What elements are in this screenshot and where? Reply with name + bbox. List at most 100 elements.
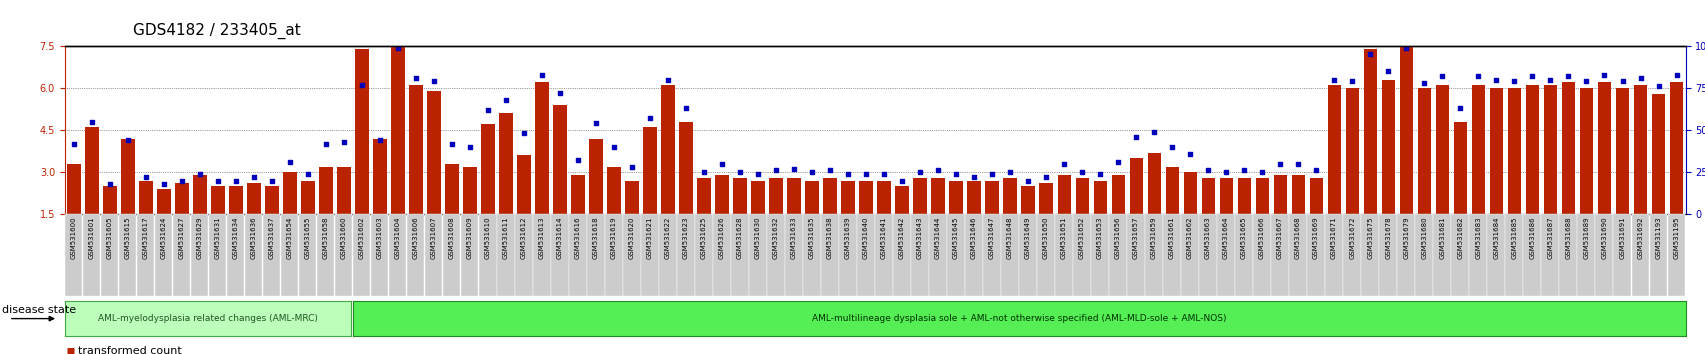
Bar bbox=[643, 127, 656, 214]
Point bbox=[1194, 167, 1221, 173]
Bar bbox=[1219, 178, 1233, 214]
Point bbox=[1553, 74, 1581, 79]
Bar bbox=[697, 178, 711, 214]
Text: GSM531610: GSM531610 bbox=[484, 217, 491, 259]
Text: GSM531635: GSM531635 bbox=[808, 217, 815, 259]
Text: GSM531600: GSM531600 bbox=[70, 217, 77, 259]
Point bbox=[979, 171, 1006, 177]
Bar bbox=[805, 181, 818, 214]
Bar bbox=[912, 178, 926, 214]
Text: GSM531648: GSM531648 bbox=[1006, 217, 1013, 259]
Bar bbox=[426, 91, 440, 214]
Text: GSM531668: GSM531668 bbox=[1294, 217, 1301, 259]
Bar bbox=[1129, 158, 1142, 214]
Point bbox=[834, 171, 861, 177]
Bar bbox=[481, 125, 494, 214]
Point bbox=[1032, 174, 1059, 180]
Text: GSM531687: GSM531687 bbox=[1546, 217, 1552, 259]
Text: GSM531608: GSM531608 bbox=[448, 217, 455, 259]
Text: GSM531688: GSM531688 bbox=[1563, 217, 1570, 259]
Bar bbox=[588, 138, 602, 214]
Bar bbox=[1274, 175, 1286, 214]
Point bbox=[1465, 74, 1492, 79]
Point bbox=[1014, 178, 1042, 183]
Bar bbox=[338, 166, 351, 214]
Text: GSM531678: GSM531678 bbox=[1384, 217, 1390, 259]
Text: GSM531649: GSM531649 bbox=[1025, 217, 1030, 259]
Point bbox=[384, 45, 411, 51]
Text: GSM531646: GSM531646 bbox=[970, 217, 977, 259]
Point bbox=[743, 171, 771, 177]
Point bbox=[1517, 74, 1545, 79]
Bar bbox=[895, 186, 909, 214]
Point bbox=[672, 105, 699, 111]
Point bbox=[312, 141, 339, 147]
Point bbox=[367, 137, 394, 143]
Bar bbox=[1507, 88, 1521, 214]
Bar bbox=[121, 138, 135, 214]
Text: GSM531624: GSM531624 bbox=[160, 217, 167, 259]
Text: GSM531683: GSM531683 bbox=[1475, 217, 1480, 259]
Text: GSM531630: GSM531630 bbox=[754, 217, 760, 259]
Bar bbox=[66, 164, 80, 214]
Text: GSM531627: GSM531627 bbox=[179, 217, 184, 259]
Text: GSM531638: GSM531638 bbox=[827, 217, 832, 259]
Text: GSM531656: GSM531656 bbox=[1115, 217, 1120, 259]
Bar bbox=[1093, 181, 1107, 214]
Text: GSM531662: GSM531662 bbox=[1187, 217, 1192, 259]
Point bbox=[1229, 167, 1257, 173]
Text: GSM531607: GSM531607 bbox=[430, 217, 436, 259]
Text: GSM531661: GSM531661 bbox=[1168, 217, 1175, 259]
Point bbox=[1086, 171, 1113, 177]
Bar bbox=[355, 49, 368, 214]
Point bbox=[474, 107, 501, 113]
Point bbox=[419, 79, 447, 84]
Bar bbox=[950, 181, 962, 214]
Bar bbox=[193, 175, 206, 214]
Point bbox=[222, 178, 249, 183]
Bar bbox=[876, 181, 890, 214]
Text: GSM531642: GSM531642 bbox=[899, 217, 904, 259]
Bar bbox=[679, 122, 692, 214]
Text: GSM531612: GSM531612 bbox=[520, 217, 527, 259]
Text: GSM531684: GSM531684 bbox=[1492, 217, 1499, 259]
Bar bbox=[1471, 85, 1485, 214]
Text: GSM531651: GSM531651 bbox=[1061, 217, 1066, 259]
Point bbox=[1284, 161, 1311, 167]
Text: GSM531675: GSM531675 bbox=[1366, 217, 1373, 259]
Point bbox=[240, 174, 268, 180]
Point bbox=[1608, 79, 1635, 84]
Text: GSM531626: GSM531626 bbox=[718, 217, 725, 259]
Text: GSM531603: GSM531603 bbox=[377, 217, 382, 259]
Text: GSM531637: GSM531637 bbox=[268, 217, 275, 259]
Text: GSM531606: GSM531606 bbox=[413, 217, 418, 259]
Point bbox=[781, 166, 808, 172]
Text: GSM531629: GSM531629 bbox=[196, 217, 203, 259]
Bar bbox=[607, 166, 621, 214]
Text: GSM531622: GSM531622 bbox=[665, 217, 670, 259]
Point bbox=[186, 171, 213, 177]
Text: GSM531686: GSM531686 bbox=[1528, 217, 1534, 259]
Point bbox=[295, 171, 322, 177]
Text: disease state: disease state bbox=[2, 305, 75, 315]
Bar bbox=[1579, 88, 1592, 214]
Text: GSM531639: GSM531639 bbox=[844, 217, 851, 259]
Bar bbox=[390, 46, 404, 214]
Point bbox=[169, 178, 196, 183]
Text: GSM531665: GSM531665 bbox=[1240, 217, 1246, 259]
Bar bbox=[1598, 82, 1610, 214]
Text: GSM531660: GSM531660 bbox=[341, 217, 346, 259]
Bar bbox=[1436, 85, 1448, 214]
Point bbox=[636, 115, 663, 121]
Point bbox=[78, 119, 106, 125]
Point bbox=[691, 169, 718, 175]
Point bbox=[455, 144, 484, 150]
Point bbox=[924, 167, 951, 173]
Bar bbox=[264, 186, 278, 214]
Point bbox=[1536, 77, 1563, 82]
Point bbox=[546, 90, 573, 96]
Point bbox=[1303, 167, 1330, 173]
Text: GSM531615: GSM531615 bbox=[124, 217, 131, 259]
Point bbox=[1212, 169, 1240, 175]
Point bbox=[1050, 161, 1078, 167]
